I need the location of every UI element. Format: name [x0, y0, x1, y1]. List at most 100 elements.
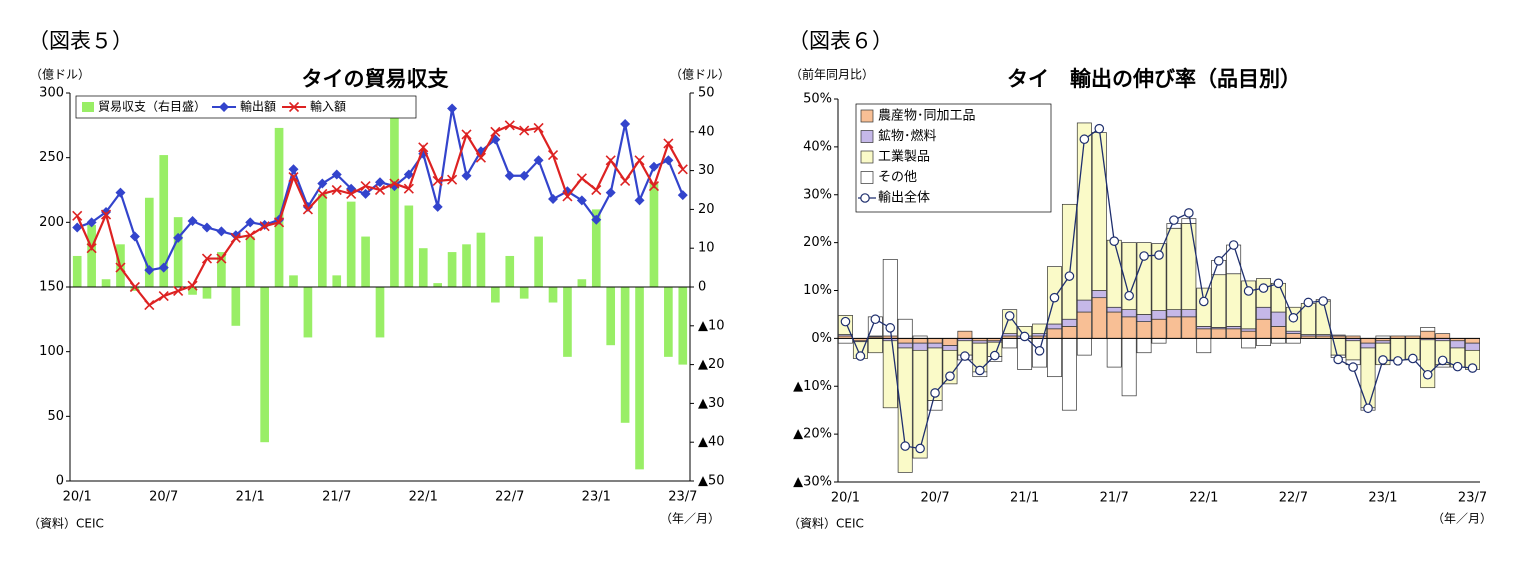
bar	[1196, 328, 1212, 339]
bar	[1091, 132, 1107, 291]
bar	[649, 182, 659, 287]
bar	[361, 236, 370, 287]
marker	[533, 122, 544, 133]
marker-stroke	[187, 280, 198, 291]
marker-stroke	[605, 155, 616, 166]
bar	[1181, 218, 1197, 224]
y-axis-label: （前年同月比）	[790, 67, 874, 82]
marker	[975, 365, 985, 376]
marker	[432, 201, 443, 212]
marker	[86, 243, 97, 254]
bar	[1450, 340, 1466, 349]
bar	[882, 259, 898, 337]
bar	[1435, 333, 1451, 339]
y-tick-label: ▲30%	[793, 475, 832, 490]
marker	[100, 209, 112, 220]
x-tick-label: 20/1	[63, 490, 92, 505]
x-tick-label: 23/1	[1368, 491, 1397, 506]
bar	[1226, 326, 1242, 330]
bar	[1106, 239, 1122, 308]
bar	[476, 232, 486, 287]
x-tick-label: 21/1	[236, 490, 265, 505]
marker	[504, 120, 515, 131]
marker-stroke	[648, 181, 660, 192]
bar	[1285, 338, 1301, 344]
bar	[577, 279, 587, 287]
bar	[606, 287, 616, 346]
marker	[447, 174, 458, 185]
y2-tick-label: 50	[698, 86, 715, 101]
marker	[1288, 312, 1299, 323]
marker	[216, 253, 227, 264]
bar	[1315, 300, 1331, 335]
marker	[945, 371, 955, 381]
marker-stroke	[201, 253, 213, 264]
marker	[201, 222, 212, 233]
bar	[1106, 338, 1122, 368]
bar	[678, 287, 688, 365]
marker	[519, 170, 530, 181]
bar	[1091, 297, 1107, 339]
bar	[274, 127, 284, 287]
bar	[534, 236, 543, 287]
bar	[1151, 310, 1167, 320]
marker	[1437, 355, 1448, 366]
marker	[331, 169, 342, 180]
bar	[1136, 314, 1152, 322]
marker	[331, 184, 342, 196]
bar	[1166, 309, 1182, 318]
y-tick-label: 200	[39, 215, 64, 230]
marker	[346, 188, 357, 199]
marker	[72, 222, 83, 233]
marker	[870, 314, 881, 325]
marker	[576, 173, 587, 184]
y-axis-label: （億ドル）	[30, 68, 90, 82]
marker	[173, 232, 184, 243]
legend-label: その他	[878, 170, 917, 185]
bar	[1196, 287, 1212, 327]
marker	[860, 193, 870, 203]
marker-stroke	[288, 101, 300, 113]
bar	[375, 287, 385, 338]
marker-stroke	[533, 122, 544, 133]
marker	[1049, 292, 1060, 303]
marker-stroke	[576, 173, 587, 184]
bar	[1375, 340, 1391, 344]
marker-stroke	[447, 174, 458, 185]
marker	[634, 155, 645, 166]
marker	[1348, 362, 1358, 372]
bar	[1241, 328, 1257, 332]
marker-stroke	[274, 217, 285, 228]
source-note: （資料）CEIC	[28, 517, 104, 531]
marker-stroke	[461, 129, 472, 140]
source-note: （資料）CEIC	[788, 517, 864, 531]
bar	[838, 338, 853, 344]
marker	[245, 230, 256, 241]
bar	[1136, 321, 1152, 339]
bar	[563, 287, 572, 357]
legend-swatch	[860, 130, 874, 143]
bar	[664, 287, 673, 357]
bar	[927, 342, 943, 349]
y-tick-label: 30%	[803, 187, 832, 202]
bar	[1465, 338, 1480, 344]
marker	[86, 217, 97, 228]
marker	[288, 164, 299, 175]
marker	[915, 443, 925, 454]
bar	[1256, 306, 1271, 320]
marker-stroke	[547, 150, 559, 161]
marker-stroke	[346, 188, 357, 199]
bar	[1196, 338, 1212, 354]
legend-label: 貿易収支（右目盛）	[98, 99, 206, 114]
bar	[491, 287, 500, 303]
x-tick-label: 23/7	[668, 490, 697, 505]
marker	[1139, 251, 1149, 261]
marker-stroke	[360, 181, 371, 192]
marker-stroke	[389, 178, 400, 189]
marker	[1198, 296, 1209, 307]
marker	[115, 262, 126, 273]
bar	[1166, 227, 1182, 310]
bar	[912, 349, 928, 459]
x-tick-label: 21/1	[1010, 491, 1039, 506]
